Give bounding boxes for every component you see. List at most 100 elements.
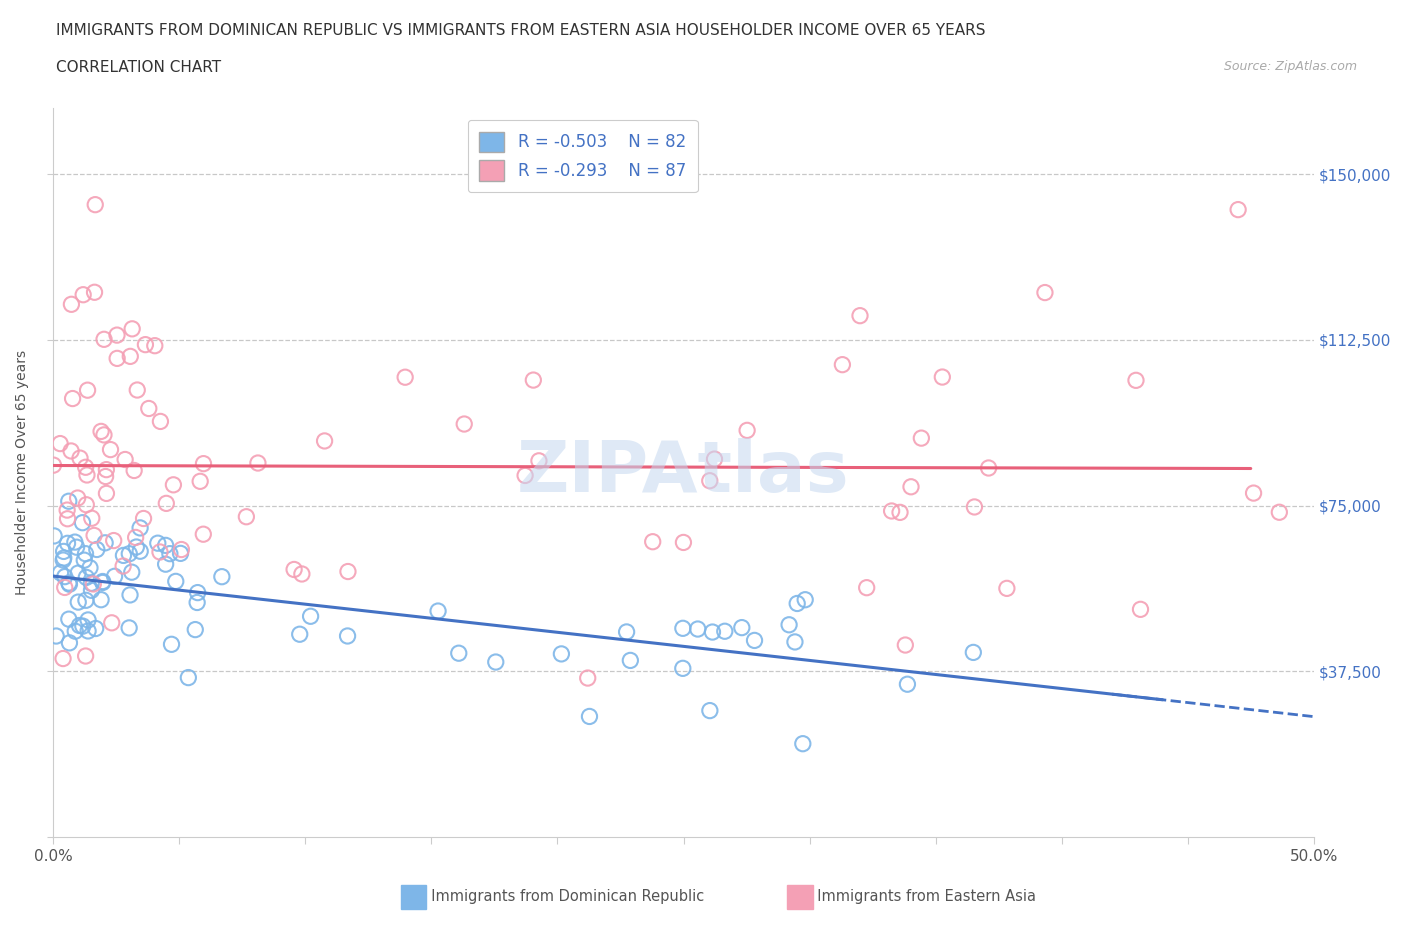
Point [155, 496, 177, 511]
Point [931, 369, 953, 384]
Point [522, 373, 544, 388]
Point [188, 474, 211, 489]
Point [672, 621, 695, 636]
Point [134, 338, 156, 352]
Point [122, 463, 145, 478]
Point [702, 625, 724, 640]
Point [143, 339, 166, 353]
Point [118, 588, 141, 603]
Point [103, 533, 125, 548]
Point [641, 534, 664, 549]
Point [58, 612, 80, 627]
Point [63, 535, 86, 550]
Point [963, 499, 986, 514]
Point [894, 638, 917, 653]
Point [129, 521, 152, 536]
Point [672, 661, 695, 676]
Point [672, 535, 695, 550]
Point [52, 551, 75, 565]
Text: Source: ZipAtlas.com: Source: ZipAtlas.com [1223, 60, 1357, 73]
Point [52, 544, 75, 559]
Point [169, 546, 191, 561]
Text: IMMIGRANTS FROM DOMINICAN REPUBLIC VS IMMIGRANTS FROM EASTERN ASIA HOUSEHOLDER I: IMMIGRANTS FROM DOMINICAN REPUBLIC VS IM… [56, 23, 986, 38]
Point [72, 515, 94, 530]
Point [80, 511, 103, 525]
Text: Immigrants from Dominican Republic: Immigrants from Dominican Republic [422, 889, 704, 904]
Point [96, 486, 118, 501]
Point [1268, 505, 1291, 520]
Point [132, 512, 155, 526]
Point [53, 569, 76, 584]
Point [56, 536, 79, 551]
Point [82, 577, 104, 591]
Point [75, 592, 97, 607]
Point [93, 428, 115, 443]
Point [778, 618, 800, 632]
Point [447, 645, 470, 660]
Point [1125, 373, 1147, 388]
Point [69, 451, 91, 466]
Y-axis label: Householder Income Over 65 years: Householder Income Over 65 years [15, 350, 30, 595]
Point [80, 583, 103, 598]
Point [962, 645, 984, 660]
Point [513, 468, 536, 483]
Point [100, 616, 122, 631]
Point [288, 627, 311, 642]
Point [900, 479, 922, 494]
Point [735, 423, 758, 438]
Point [42, 528, 65, 543]
Point [831, 357, 853, 372]
Point [686, 621, 709, 636]
Point [1243, 485, 1265, 500]
Point [67, 565, 90, 580]
Point [155, 557, 177, 572]
Point [90, 592, 112, 607]
Point [112, 548, 135, 563]
Point [96, 462, 118, 477]
Point [155, 538, 177, 552]
Point [159, 546, 181, 561]
Point [73, 552, 96, 567]
Point [79, 561, 101, 576]
Point [49, 565, 72, 580]
Point [66, 491, 89, 506]
Point [699, 703, 721, 718]
Point [1033, 286, 1056, 300]
Point [118, 546, 141, 561]
Point [578, 709, 600, 724]
Point [77, 623, 100, 638]
Point [731, 620, 754, 635]
Point [94, 536, 117, 551]
Point [80, 576, 103, 591]
Point [118, 620, 141, 635]
Point [58, 635, 80, 650]
Point [165, 574, 187, 589]
Point [62, 392, 84, 406]
Point [91, 575, 114, 590]
Point [52, 552, 75, 567]
Point [187, 585, 209, 600]
Point [65, 624, 87, 639]
Point [105, 351, 128, 365]
Point [283, 562, 305, 577]
Point [90, 424, 112, 439]
Point [576, 671, 599, 685]
Point [1129, 602, 1152, 617]
Point [138, 401, 160, 416]
Point [103, 569, 125, 584]
Point [291, 566, 314, 581]
Text: CORRELATION CHART: CORRELATION CHART [56, 60, 221, 75]
Point [114, 452, 136, 467]
Point [52, 651, 75, 666]
Point [83, 528, 105, 543]
Point [699, 473, 721, 488]
Point [527, 453, 550, 468]
Point [53, 580, 76, 595]
Point [149, 545, 172, 560]
Point [849, 308, 872, 323]
Point [120, 349, 142, 364]
Point [427, 604, 450, 618]
Point [125, 539, 148, 554]
Point [336, 629, 359, 644]
Point [100, 442, 122, 457]
